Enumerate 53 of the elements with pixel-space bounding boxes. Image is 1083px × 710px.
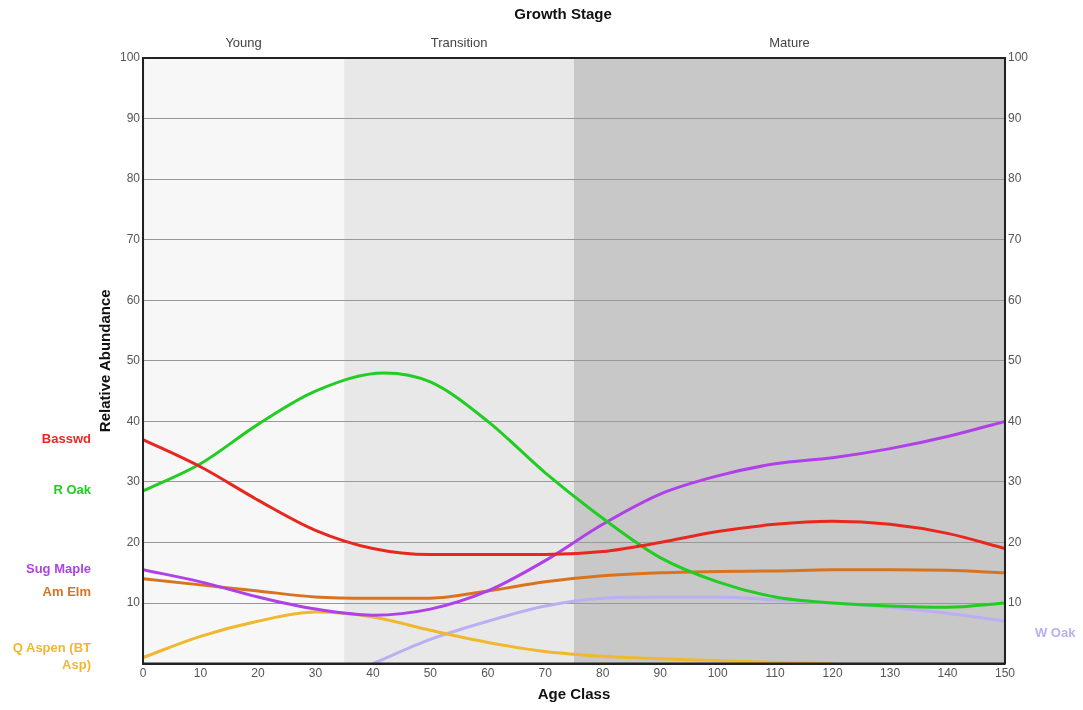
band-label: Mature (769, 35, 810, 51)
x-tick-label: 60 (481, 666, 495, 681)
x-tick-label: 10 (193, 666, 208, 681)
y-tick-label: 30 (126, 474, 141, 489)
x-tick-label: 110 (765, 666, 786, 681)
x-tick-label: 50 (423, 666, 438, 681)
line-series (143, 419, 1005, 617)
chart-title: Growth Stage (514, 5, 612, 23)
y2-tick-label: 30 (1007, 474, 1022, 489)
x-tick-label: 40 (366, 666, 380, 681)
text: Sug Maple (25, 560, 91, 576)
x-tick-label: 70 (538, 666, 553, 681)
y-tick-label: 20 (126, 534, 141, 549)
text: Basswd (41, 430, 92, 446)
x-tick-label: 20 (251, 666, 265, 681)
x-tick-label: 0 (139, 666, 147, 681)
y2-tick-label: 50 (1007, 353, 1022, 368)
y-axis-title: Relative Abundance (96, 289, 114, 433)
x-tick-label: 140 (937, 666, 958, 681)
y2-tick-label: 70 (1007, 231, 1022, 246)
x-tick-label: 90 (653, 666, 668, 681)
x-tick-label: 150 (994, 666, 1016, 681)
y-tick-label: 80 (126, 171, 141, 186)
y-tick-label: 10 (126, 595, 141, 610)
x-tick-label: 120 (822, 666, 843, 681)
y-tick-label: 60 (126, 292, 141, 307)
x-tick-label: 80 (596, 666, 610, 681)
x-axis-title: Age Class (537, 685, 611, 703)
y-tick-label: 50 (126, 353, 141, 368)
line-series (143, 371, 1005, 609)
text: Q Aspen (BT Asp) (12, 640, 92, 673)
y-tick-label: 70 (126, 231, 141, 246)
band-label: Young (225, 35, 262, 51)
y2-tick-label: 90 (1007, 110, 1022, 125)
line-series (143, 610, 835, 664)
y-tick-label: 100 (119, 50, 141, 65)
y-tick-label: 90 (126, 110, 141, 125)
y2-tick-label: 100 (1007, 50, 1029, 65)
x-tick-label: 100 (707, 666, 728, 681)
y-tick-label: 40 (126, 413, 141, 428)
y2-tick-label: 80 (1007, 171, 1022, 186)
y2-tick-label: 20 (1007, 534, 1022, 549)
line-series (143, 438, 1005, 557)
text: W Oak (1034, 624, 1077, 640)
band-label: Transition (430, 35, 488, 51)
line-series (143, 568, 1005, 600)
y2-tick-label: 60 (1007, 292, 1022, 307)
x-tick-label: 130 (880, 666, 901, 681)
text: R Oak (53, 482, 92, 498)
text: Am Elm (42, 583, 91, 599)
x-tick-label: 30 (308, 666, 323, 681)
y2-tick-label: 40 (1007, 413, 1022, 428)
y2-tick-label: 10 (1007, 595, 1022, 610)
